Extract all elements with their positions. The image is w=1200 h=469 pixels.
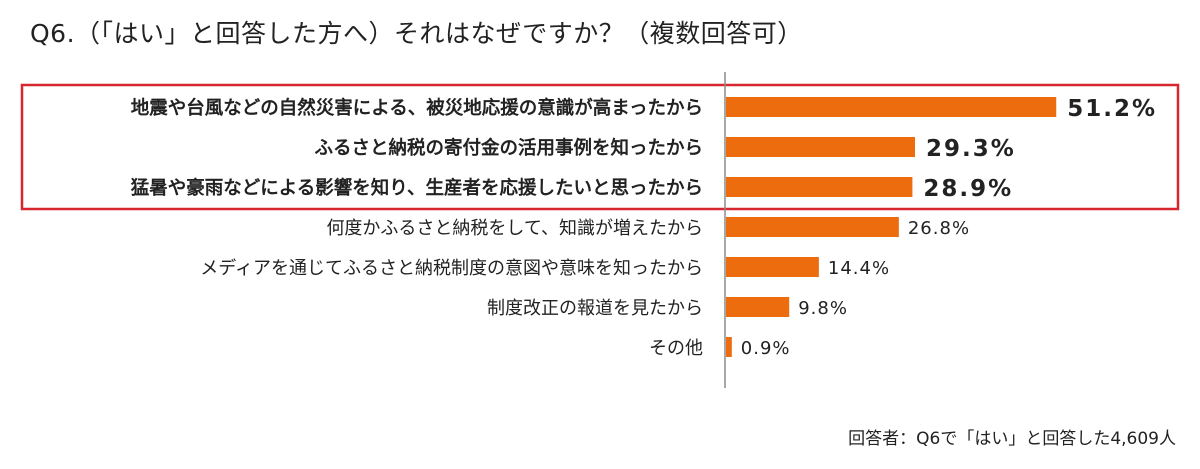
highlight-box bbox=[20, 83, 1180, 211]
category-label: ふるさと納税の寄付金の活用事例を知ったから bbox=[314, 137, 703, 159]
category-label: 何度かふるさと納税をして、知識が増えたから bbox=[326, 218, 703, 239]
category-label: 制度改正の報道を見たから bbox=[487, 298, 703, 319]
value-label: 28.9% bbox=[923, 176, 1013, 202]
category-label: その他 bbox=[649, 338, 703, 359]
bar bbox=[726, 97, 1057, 117]
value-label: 9.8% bbox=[798, 298, 848, 319]
category-label: メディアを通じてふるさと納税制度の意図や意味を知ったから bbox=[200, 258, 703, 279]
value-label: 26.8% bbox=[908, 218, 970, 239]
chart-title: Q6.（「はい」と回答した方へ）それはなぜですか？（複数回答可） bbox=[30, 19, 803, 48]
value-label: 51.2% bbox=[1067, 96, 1157, 122]
value-label: 29.3% bbox=[926, 136, 1016, 162]
bar bbox=[726, 177, 913, 197]
respondent-note: 回答者：Q6で「はい」と回答した4,609人 bbox=[848, 429, 1176, 449]
category-label: 地震や台風などの自然災害による、被災地応援の意識が高まったから bbox=[131, 97, 703, 119]
value-label: 14.4% bbox=[828, 258, 890, 279]
value-label: 0.9% bbox=[741, 338, 791, 359]
bar bbox=[726, 297, 790, 317]
bar bbox=[726, 337, 732, 357]
bar bbox=[726, 217, 899, 237]
bar bbox=[726, 257, 819, 277]
category-label: 猛暑や豪雨などによる影響を知り、生産者を応援したいと思ったから bbox=[130, 177, 703, 199]
bar bbox=[726, 137, 915, 157]
